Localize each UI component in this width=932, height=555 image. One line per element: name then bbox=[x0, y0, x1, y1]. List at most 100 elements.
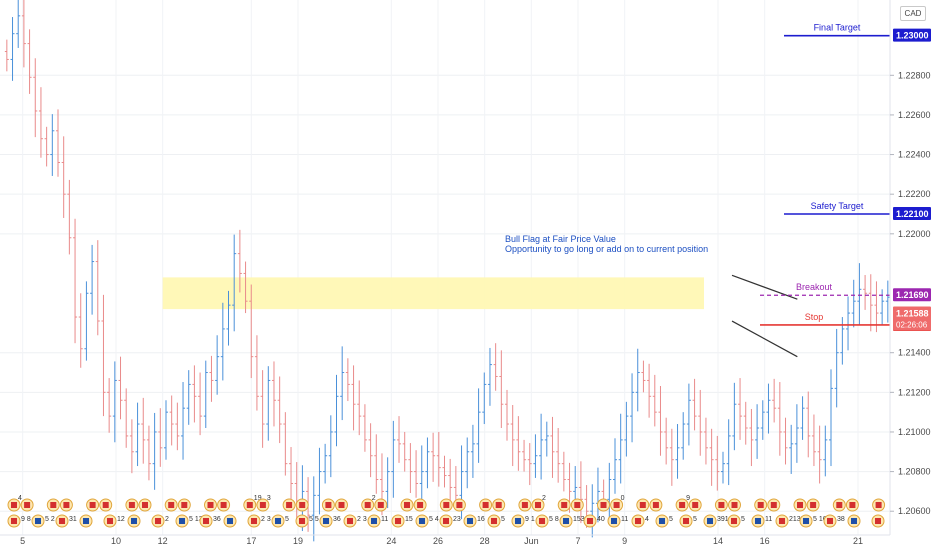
flag-canada-icon bbox=[692, 502, 699, 508]
event-count-label: 9 1 bbox=[525, 516, 535, 523]
flag-us-icon bbox=[659, 518, 665, 524]
flag-upper-line[interactable] bbox=[731, 274, 798, 300]
event-count-label: 9 bbox=[686, 495, 690, 502]
time-tick-label: 26 bbox=[433, 536, 443, 546]
flag-us-icon bbox=[419, 518, 425, 524]
flag-canada-icon bbox=[207, 502, 214, 508]
flag-canada-icon bbox=[63, 502, 70, 508]
flag-us-icon bbox=[515, 518, 521, 524]
flag-us-icon bbox=[587, 518, 593, 524]
time-tick-label: 19 bbox=[293, 536, 303, 546]
flag-canada-icon bbox=[574, 502, 581, 508]
time-axis-layer: 5 10 12 17 19 24 26 28 Jun 7 9 14 16 21 bbox=[0, 534, 890, 546]
event-count-label: 5 bbox=[741, 516, 745, 523]
flag-canada-icon bbox=[102, 502, 109, 508]
fair-value-zone-layer bbox=[162, 277, 704, 310]
event-count-label: 19 bbox=[254, 495, 262, 502]
event-count-label: 12 bbox=[117, 516, 125, 523]
event-count-label: 391 bbox=[717, 516, 729, 523]
annotation-layer: Bull Flag at Fair Price ValueOpportunity… bbox=[505, 234, 708, 254]
flag-canada-icon bbox=[338, 502, 345, 508]
flag-lower-line[interactable] bbox=[731, 320, 798, 358]
price-line-label: Breakout bbox=[796, 282, 833, 292]
flag-canada-icon bbox=[797, 502, 803, 508]
flag-canada-icon bbox=[417, 502, 424, 508]
flag-us-icon bbox=[179, 518, 185, 524]
time-tick-label: 17 bbox=[246, 536, 256, 546]
flag-us-icon bbox=[371, 518, 377, 524]
flag-us-icon bbox=[491, 518, 497, 524]
time-tick-label: 10 bbox=[111, 536, 121, 546]
event-count-label: 2 3 bbox=[261, 516, 271, 523]
flag-us-icon bbox=[59, 518, 65, 524]
event-count-label: 5 2 bbox=[45, 516, 55, 523]
flag-canada-icon bbox=[875, 502, 882, 508]
flag-canada-icon bbox=[535, 502, 541, 508]
flag-us-icon bbox=[251, 518, 257, 524]
flag-us-icon bbox=[851, 518, 857, 524]
annotation-line-2[interactable]: Opportunity to go long or add on to curr… bbox=[505, 244, 708, 254]
price-axis-background bbox=[890, 0, 932, 550]
flag-canada-icon bbox=[299, 502, 306, 508]
price-tag bbox=[893, 207, 931, 220]
flag-us-icon bbox=[203, 518, 209, 524]
price-tag-label: 1.23000 bbox=[896, 31, 929, 41]
price-tag-label: 1.22100 bbox=[896, 209, 929, 219]
price-tick-label: 1.22000 bbox=[898, 229, 931, 239]
flag-canada-icon bbox=[220, 502, 227, 508]
time-tick-label: 14 bbox=[713, 536, 723, 546]
price-tick-label: 1.22200 bbox=[898, 189, 931, 199]
event-count-label: 3 bbox=[267, 495, 271, 502]
currency-badge[interactable]: CAD bbox=[900, 6, 926, 21]
flag-canada-icon bbox=[364, 502, 371, 508]
flag-us-icon bbox=[539, 518, 545, 524]
flag-us-icon bbox=[635, 518, 641, 524]
event-count-label: 36 bbox=[213, 516, 221, 523]
flag-canada-icon bbox=[600, 502, 607, 508]
flag-canada-icon bbox=[325, 502, 332, 508]
flag-us-icon bbox=[395, 518, 401, 524]
flag-canada-icon bbox=[404, 502, 410, 508]
flag-us-icon bbox=[803, 518, 809, 524]
flag-us-icon bbox=[347, 518, 353, 524]
flag-us-icon bbox=[827, 518, 833, 524]
price-tick-label: 1.21000 bbox=[898, 427, 931, 437]
flag-canada-icon bbox=[639, 502, 646, 508]
annotation-line-1[interactable]: Bull Flag at Fair Price Value bbox=[505, 234, 616, 244]
event-count-label: 16 bbox=[477, 516, 485, 523]
event-count-label: 5 bbox=[693, 516, 697, 523]
flag-canada-icon bbox=[286, 502, 293, 508]
event-count-label: 31 bbox=[69, 516, 77, 523]
flag-canada-icon bbox=[142, 502, 148, 508]
price-lines-layer: Final Target Safety Target Breakout Stop bbox=[731, 23, 890, 358]
flag-canada-icon bbox=[443, 502, 450, 508]
flag-canada-icon bbox=[849, 502, 856, 508]
time-tick-label: 7 bbox=[575, 536, 580, 546]
event-count-label: 2 3 bbox=[357, 516, 367, 523]
flag-canada-icon bbox=[259, 502, 266, 508]
event-count-label: 153 bbox=[573, 516, 585, 523]
event-count-label: 40 bbox=[597, 516, 605, 523]
price-line-label: Safety Target bbox=[811, 201, 864, 211]
time-tick-label: 24 bbox=[386, 536, 396, 546]
time-tick-label: 9 bbox=[622, 536, 627, 546]
flag-canada-icon bbox=[810, 502, 817, 508]
flag-canada-icon bbox=[482, 502, 489, 508]
grid-layer bbox=[0, 0, 890, 535]
price-tick-label: 1.20800 bbox=[898, 467, 931, 477]
event-count-label: 5 bbox=[669, 516, 673, 523]
flag-us-icon bbox=[323, 518, 329, 524]
event-count-label: 11 bbox=[765, 516, 772, 523]
price-axis-layer: 1.20600 1.20800 1.21000 1.21200 1.21400 1.220… bbox=[889, 0, 932, 550]
flag-canada-icon bbox=[731, 502, 738, 508]
event-count-label: 0 bbox=[621, 495, 625, 502]
fair-value-zone[interactable] bbox=[162, 277, 704, 310]
flag-canada-icon bbox=[377, 502, 384, 508]
current-price-tag bbox=[893, 306, 931, 331]
economic-events-layer: 4 19 3 2 2 0 9 9 8 5 2 31 12 2 5 13 36 2 3 5 5 5 36 2 3 11 1… bbox=[7, 495, 886, 528]
flag-canada-icon bbox=[246, 502, 253, 508]
flag-us-icon bbox=[707, 518, 713, 524]
flag-us-icon bbox=[155, 518, 161, 524]
